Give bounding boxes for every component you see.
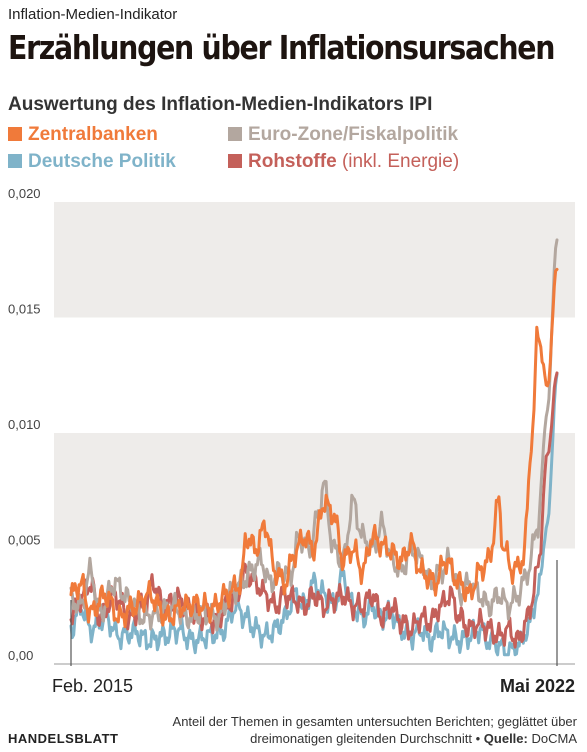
x-axis: Feb. 2015 Mai 2022 [52, 560, 575, 696]
x-tick-label-start: Feb. 2015 [52, 676, 133, 696]
footer-method: dreimonatigen gleitenden Durchschnitt • [250, 731, 481, 746]
y-tick-label: 0,00 [8, 648, 33, 663]
footer-line-1: Anteil der Themen in gesamten untersucht… [172, 714, 577, 729]
y-tick-label: 0,015 [8, 302, 41, 317]
headline: Erzählungen über Inflationsursachen [8, 28, 555, 67]
footer-line-2: dreimonatigen gleitenden Durchschnitt • … [173, 730, 577, 747]
grid-bands [54, 202, 575, 664]
legend-item-zentralbanken: Zentralbanken [8, 124, 158, 146]
grid-band [54, 202, 575, 318]
y-tick-label: 0,010 [8, 417, 41, 432]
y-tick-label: 0,005 [8, 533, 41, 548]
legend-item-rohstoffe: Rohstoffe (inkl. Energie) [228, 151, 459, 173]
legend-label-zentralbanken: Zentralbanken [28, 124, 158, 145]
chart-subtitle: Auswertung des Inflation-Medien-Indikato… [8, 94, 433, 115]
y-tick-label: 0,020 [8, 186, 41, 201]
legend-label-rohstoffe: Rohstoffe [248, 151, 337, 172]
series-line-rohstoffe [69, 371, 559, 649]
y-axis: 0,00 0,005 0,010 0,015 0,020 [8, 186, 41, 663]
kicker: Inflation-Medien-Indikator [8, 6, 178, 23]
series-lines [69, 238, 559, 657]
brand-logo: HANDELSBLATT [8, 731, 119, 746]
x-tick-label-end: Mai 2022 [500, 676, 575, 696]
legend-label-deutsche-politik: Deutsche Politik [28, 151, 176, 172]
legend-item-euro-zone: Euro-Zone/Fiskalpolitik [228, 124, 458, 146]
legend-swatch-rohstoffe [228, 154, 242, 168]
source-label: Quelle: [483, 731, 528, 746]
legend-swatch-deutsche-politik [8, 154, 22, 168]
footer-note: Anteil der Themen in gesamten untersucht… [173, 713, 577, 747]
series-line-zentralbanken [69, 267, 559, 629]
legend-note-rohstoffe: (inkl. Energie) [341, 151, 460, 172]
legend-label-euro-zone: Euro-Zone/Fiskalpolitik [248, 124, 459, 145]
line-chart: 0,00 0,005 0,010 0,015 0,020 Feb. 2015 Mai 20… [8, 186, 575, 696]
source-name: DoCMA [531, 731, 577, 746]
grid-band [54, 317, 575, 433]
legend-item-deutsche-politik: Deutsche Politik [8, 151, 176, 173]
legend-swatch-euro-zone [228, 127, 242, 141]
legend-swatch-zentralbanken [8, 127, 22, 141]
